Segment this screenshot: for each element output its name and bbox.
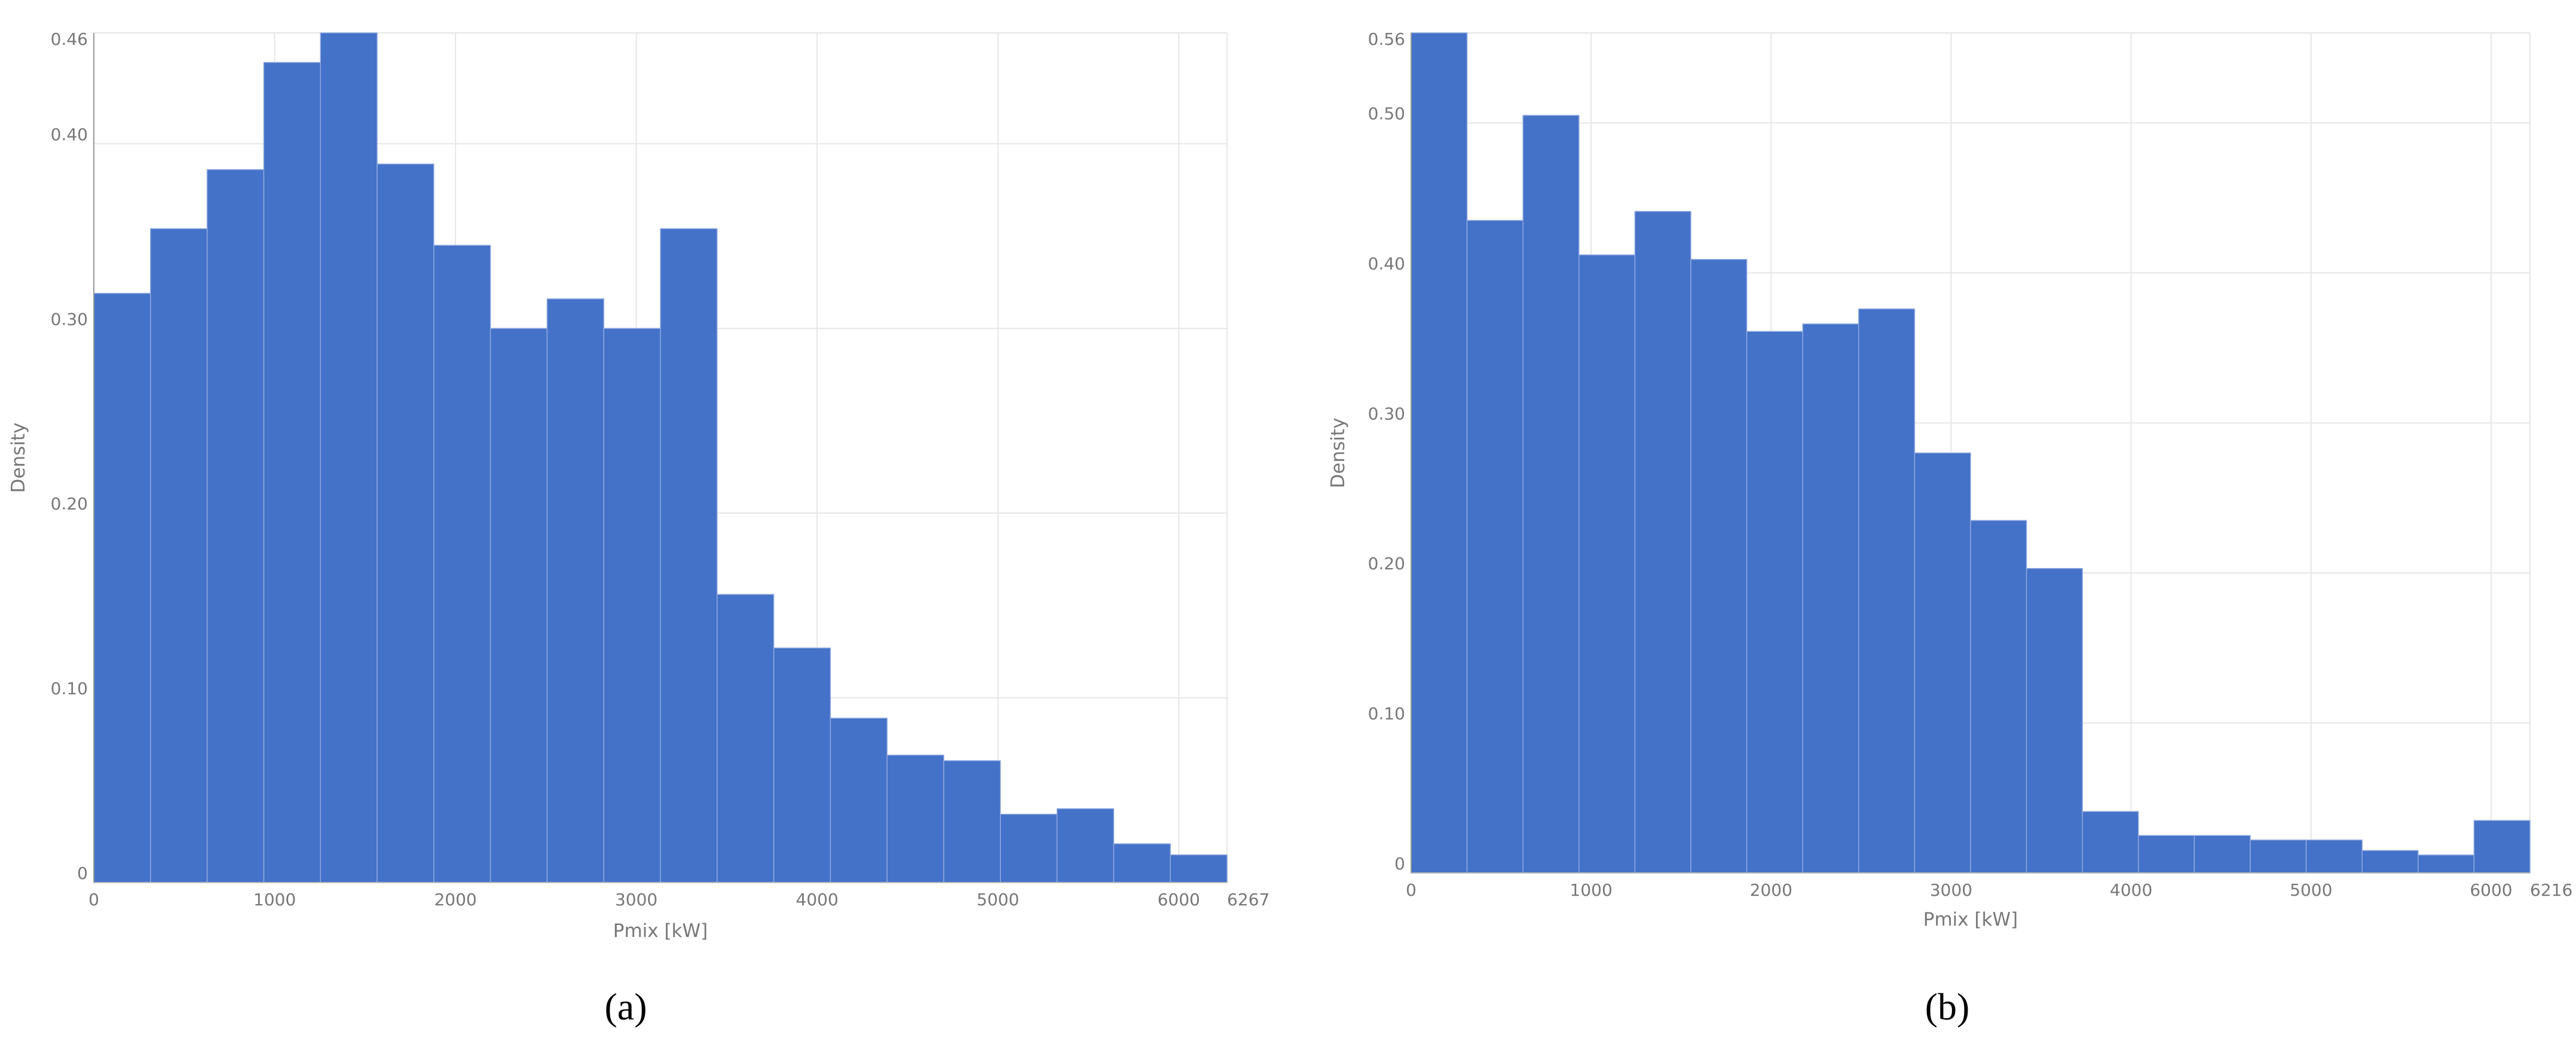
x-tick-label: 2000: [434, 890, 476, 909]
bar: [2305, 840, 2363, 874]
bar: [1000, 813, 1058, 883]
bar: [1634, 210, 1691, 874]
y-tick-label: 0: [1394, 854, 1405, 874]
x-tick-label: 2000: [1750, 880, 1792, 900]
caption: (b): [1925, 985, 1970, 1028]
bar: [150, 228, 208, 883]
y-tick-label: 0.10: [51, 679, 88, 698]
bar: [886, 755, 944, 883]
x-tick-label: 6000: [1158, 890, 1200, 909]
y-tick-label: 0.20: [51, 494, 88, 514]
y-tick-label: 0.10: [1368, 704, 1405, 724]
caption: (a): [604, 985, 647, 1028]
y-tick-label: 0.20: [1368, 554, 1405, 573]
x-tick-label: 5000: [2290, 880, 2332, 900]
x-tick-label: 0: [88, 890, 99, 909]
y-tick-label: 0: [77, 863, 88, 883]
x-tick-label: 6267: [1227, 890, 1269, 909]
bar: [2361, 850, 2419, 874]
bar: [1914, 452, 1971, 874]
x-axis-label: Pmix [kW]: [613, 920, 708, 942]
bar: [1970, 520, 2027, 874]
x-tick-label: 0: [1406, 880, 1417, 900]
y-tick-label: 0.30: [1368, 404, 1405, 423]
bar: [1522, 115, 1580, 874]
bar: [377, 163, 435, 883]
bar: [1411, 32, 1468, 874]
x-tick-label: 1000: [253, 890, 296, 909]
bar: [2418, 854, 2475, 874]
x-tick-label: 4000: [2110, 880, 2152, 900]
bar: [1170, 854, 1228, 883]
bar: [2082, 811, 2139, 874]
bar: [660, 228, 718, 883]
bar: [830, 718, 888, 883]
y-tick-label: 0.56: [1368, 29, 1405, 49]
y-tick-label: 0.50: [1368, 104, 1405, 124]
bar: [1690, 259, 1748, 874]
bar: [2473, 820, 2531, 874]
x-axis-label: Pmix [kW]: [1923, 909, 2018, 930]
bar: [943, 760, 1001, 883]
x-tick-label: 3000: [1930, 880, 1972, 900]
bar: [433, 245, 491, 883]
y-tick-label: 0.40: [51, 124, 88, 144]
y-tick-label: 0.30: [51, 309, 88, 329]
bar: [1746, 331, 1803, 874]
bar: [717, 594, 775, 883]
bar: [93, 292, 151, 883]
x-tick-label: 4000: [796, 890, 839, 909]
bar: [773, 647, 831, 883]
bar: [263, 62, 321, 883]
x-tick-label: 5000: [977, 890, 1019, 909]
bar: [1466, 219, 1523, 874]
x-tick-label: 3000: [615, 890, 657, 909]
bar: [603, 328, 661, 883]
bar: [206, 169, 265, 883]
y-tick-label: 0.40: [1368, 254, 1405, 273]
bar: [1858, 308, 1916, 874]
bar: [489, 328, 548, 883]
x-tick-label: 1000: [1570, 880, 1613, 900]
bar: [1113, 843, 1171, 883]
bar: [320, 32, 378, 883]
bar: [2250, 840, 2307, 874]
bar: [1802, 323, 1859, 874]
bar: [546, 298, 604, 883]
y-axis-label: Density: [1327, 418, 1349, 489]
x-tick-label: 6216: [2530, 880, 2572, 900]
y-tick-label: 0.46: [51, 29, 88, 49]
bar: [2138, 835, 2195, 874]
x-tick-label: 6000: [2470, 880, 2512, 900]
bar: [1578, 254, 1636, 874]
bar: [2026, 567, 2083, 874]
y-axis-label: Density: [8, 423, 29, 493]
bar: [1056, 808, 1115, 883]
bar: [2193, 835, 2251, 874]
